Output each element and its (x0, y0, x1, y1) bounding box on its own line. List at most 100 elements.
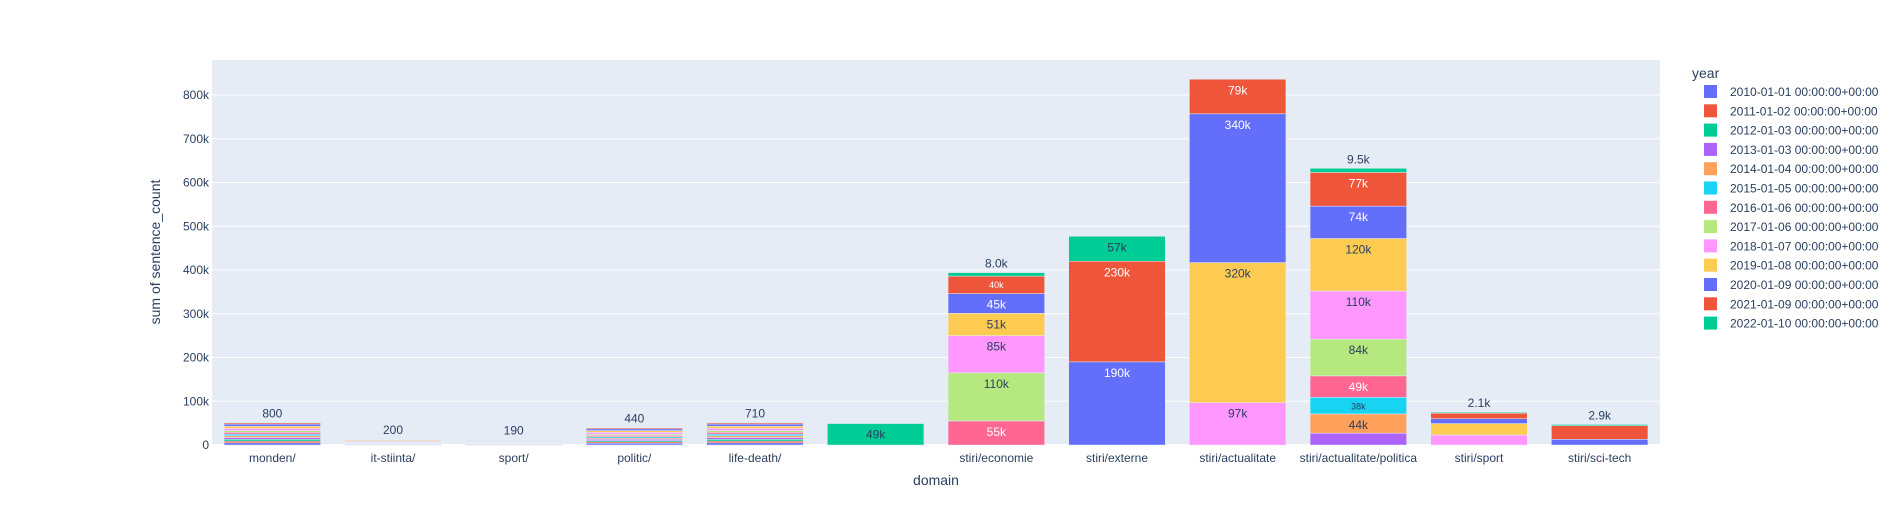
bar-segment (706, 423, 804, 427)
axes: 0 100k 200k 300k 400k 500k 600k 700k 800k monden/… (183, 88, 1631, 465)
data-label: 2.1k (1468, 396, 1492, 410)
grid-lines (212, 94, 1660, 446)
bar-segment (1189, 262, 1287, 403)
bar-segment (1430, 434, 1528, 446)
data-label: 2.9k (1588, 408, 1612, 422)
bar-segment (344, 438, 442, 440)
y-tick-label: 200k (183, 351, 210, 365)
legend-swatch[interactable] (1704, 123, 1717, 137)
bar-segment (1309, 290, 1407, 340)
bar-segment (1430, 412, 1528, 419)
legend-swatch[interactable] (1704, 181, 1717, 195)
legend: year 2010-01-01 00:00:00+00:00 2011-01-02… (1692, 65, 1879, 331)
legend-swatch[interactable] (1704, 316, 1717, 330)
data-label: 8.0k (985, 257, 1009, 271)
bar-segment (223, 439, 321, 442)
x-tick-label: stiri/externe (1086, 451, 1148, 465)
bar-segment (1309, 432, 1407, 446)
x-tick-label: life-death/ (729, 451, 782, 465)
bar-segment (223, 435, 321, 438)
bar-segment (947, 335, 1045, 374)
bar-segment (223, 437, 321, 440)
bar-segment (1309, 168, 1407, 173)
legend-label[interactable]: 2022-01-10 00:00:00+00:00 (1730, 317, 1879, 331)
y-tick-label: 700k (183, 132, 210, 146)
data-label: 79k (1228, 83, 1248, 97)
legend-label[interactable]: 2012-01-03 00:00:00+00:00 (1730, 124, 1879, 138)
x-tick-label: monden/ (249, 451, 296, 465)
data-label: 55k (987, 425, 1007, 439)
x-axis-title: domain (913, 472, 959, 488)
legend-swatch[interactable] (1704, 104, 1717, 118)
data-label: 110k (984, 377, 1010, 391)
y-tick-label: 0 (202, 438, 209, 452)
data-label: 9.5k (1347, 152, 1371, 166)
bar-labels: 44k 38k 55k 49k 110k 84k 85k 97k 110k 51k 320k 120k… (262, 83, 1612, 441)
legend-label[interactable]: 2018-01-07 00:00:00+00:00 (1730, 239, 1879, 253)
bar-segment (1430, 423, 1528, 436)
bar-segment (1430, 411, 1528, 414)
bar-segment (223, 422, 321, 424)
bar-segment (1309, 205, 1407, 239)
data-label: 49k (866, 428, 886, 442)
legend-label[interactable]: 2013-01-03 00:00:00+00:00 (1730, 143, 1879, 157)
bar-segment (1189, 113, 1287, 263)
legend-swatch[interactable] (1704, 85, 1717, 98)
legend-swatch[interactable] (1704, 142, 1717, 156)
bar-segment (223, 432, 321, 435)
legend-label[interactable]: 2020-01-09 00:00:00+00:00 (1730, 278, 1879, 292)
legend-swatch[interactable] (1704, 200, 1717, 214)
data-label: 440 (624, 411, 644, 425)
legend-swatch[interactable] (1704, 239, 1717, 253)
bar-segment (827, 423, 925, 446)
bar-segment (223, 425, 321, 429)
bar-segment (1189, 79, 1287, 115)
legend-label[interactable]: 2019-01-08 00:00:00+00:00 (1730, 259, 1879, 273)
data-label: 40k (989, 280, 1004, 290)
legend-label[interactable]: 2011-01-02 00:00:00+00:00 (1730, 104, 1878, 118)
data-label: 710 (745, 406, 765, 420)
data-label: 85k (987, 340, 1007, 354)
legend-swatch[interactable] (1704, 278, 1717, 291)
bar-segment (585, 443, 683, 446)
bar-segment (706, 433, 804, 437)
y-tick-label: 100k (183, 394, 210, 408)
legend-label[interactable]: 2015-01-05 00:00:00+00:00 (1730, 182, 1879, 196)
x-tick-label: stiri/actualitate/politica (1300, 451, 1418, 465)
legend-label[interactable]: 2014-01-04 00:00:00+00:00 (1730, 162, 1879, 176)
y-tick-label: 600k (183, 176, 210, 190)
bar-segment (1189, 402, 1287, 446)
data-label: 200 (383, 423, 403, 437)
data-label: 97k (1228, 407, 1248, 421)
x-tick-label: sport/ (499, 451, 530, 465)
bar-segment (1309, 338, 1407, 377)
bar-segment (706, 422, 804, 424)
legend-label[interactable]: 2017-01-06 00:00:00+00:00 (1730, 220, 1879, 234)
bar-segment (1551, 439, 1649, 446)
x-tick-label: stiri/sci-tech (1568, 451, 1631, 465)
data-label: 230k (1104, 265, 1131, 279)
bar-segment (223, 440, 321, 444)
legend-swatch[interactable] (1704, 297, 1717, 311)
bar-segment (706, 442, 804, 446)
data-label: 190k (1104, 366, 1131, 380)
bar-segment (1068, 361, 1166, 446)
legend-title: year (1692, 65, 1720, 81)
legend-label[interactable]: 2021-01-09 00:00:00+00:00 (1730, 297, 1879, 311)
bar-segment (706, 437, 804, 440)
y-tick-label: 300k (183, 307, 210, 321)
legend-swatch[interactable] (1704, 258, 1717, 272)
data-label: 49k (1349, 380, 1369, 394)
x-tick-label: stiri/actualitate (1199, 451, 1276, 465)
legend-label[interactable]: 2016-01-06 00:00:00+00:00 (1730, 201, 1879, 215)
bar-segment (706, 440, 804, 444)
x-tick-label: stiri/sport (1455, 451, 1504, 465)
legend-label[interactable]: 2010-01-01 00:00:00+00:00 (1730, 85, 1879, 99)
data-label: 120k (1345, 243, 1372, 257)
bar-segment (223, 423, 321, 427)
bars (223, 79, 1649, 446)
legend-swatch[interactable] (1704, 162, 1717, 176)
legend-swatch[interactable] (1704, 220, 1717, 234)
